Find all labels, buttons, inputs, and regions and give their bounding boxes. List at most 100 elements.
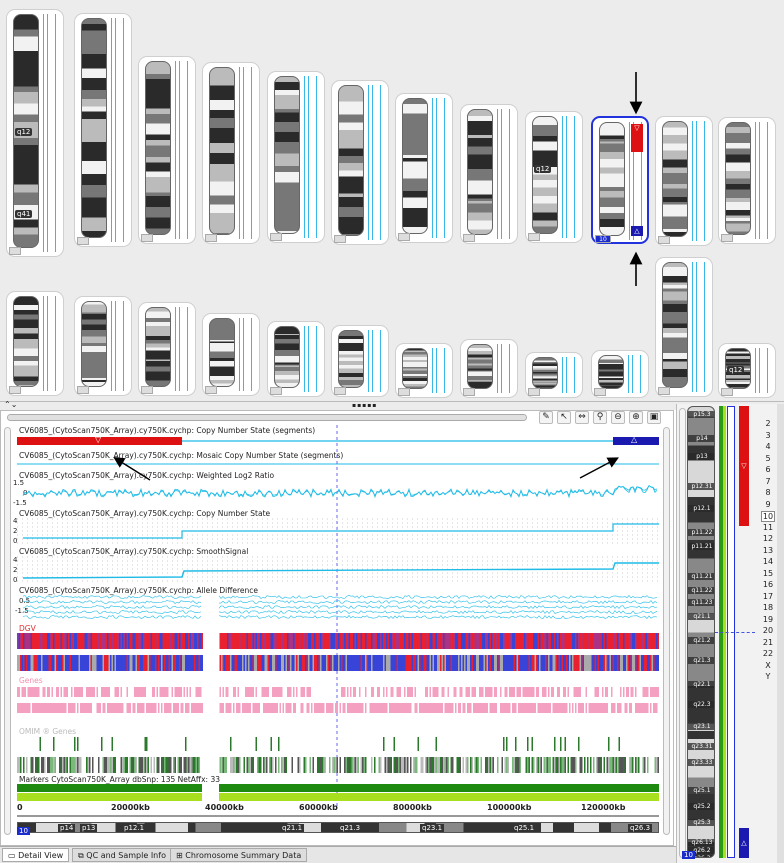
chromosome-card[interactable]: [395, 343, 453, 398]
gene-bar: [108, 703, 110, 713]
gene-bar: [437, 687, 439, 697]
panel-splitter[interactable]: ⌃⌄ ▪▪▪▪▪: [0, 400, 784, 410]
chromosome-card[interactable]: [267, 71, 325, 243]
tab-detail-view[interactable]: ▭ Detail View: [2, 848, 70, 862]
dgv-bar: [531, 633, 533, 649]
chromosome-card[interactable]: [591, 350, 649, 398]
highlight-icon[interactable]: ✎: [539, 411, 553, 424]
vertical-ideogram[interactable]: p15.3 p14 p13 p12.31 p12.1 p11.22 p11.21 q11.21…: [687, 406, 715, 858]
chromosome-card[interactable]: [74, 296, 132, 396]
chromosome-list-item[interactable]: 7: [765, 476, 771, 486]
chromosome-card[interactable]: [655, 116, 713, 246]
chromosome-card[interactable]: [138, 302, 196, 396]
chromosome-list-item[interactable]: Y: [765, 672, 771, 681]
chromosome-list-item[interactable]: 2: [765, 419, 771, 428]
chromosome-list-item[interactable]: 14: [762, 557, 774, 566]
chromosome-list-item[interactable]: 18: [762, 603, 774, 612]
allele-band: [22, 615, 658, 619]
dgv-bar: [426, 633, 428, 649]
dgv-bar: [540, 655, 542, 671]
omim-bar: [47, 757, 49, 773]
pointer-icon[interactable]: ↖: [557, 411, 571, 424]
omim-bar: [230, 737, 232, 751]
dgv-bar: [222, 655, 224, 671]
chromosome-list-item[interactable]: 10: [761, 511, 775, 522]
dgv-bar: [608, 655, 610, 671]
chromosome-list-item[interactable]: 5: [765, 453, 771, 463]
dgv-bar: [486, 633, 488, 649]
dgv-bar: [378, 633, 380, 649]
chromosome-card[interactable]: q12 q41: [6, 9, 64, 257]
gene-bar: [635, 687, 637, 697]
chromosome-list-item[interactable]: 16: [762, 580, 774, 589]
chromosome-list-item[interactable]: 22: [762, 649, 774, 658]
chromosome-card[interactable]: [655, 257, 713, 397]
chromosome-card[interactable]: [525, 352, 583, 398]
chromosome-list-item[interactable]: 21: [762, 637, 774, 647]
gene-bar: [386, 703, 388, 713]
chromosome-list-item[interactable]: 17: [762, 591, 774, 601]
chromosome-list-item[interactable]: 13: [762, 545, 774, 555]
dgv-bar: [437, 655, 439, 671]
chromosome-card[interactable]: q12: [718, 343, 776, 398]
chromosome-card[interactable]: [138, 56, 196, 244]
chromosome-card[interactable]: [331, 80, 389, 245]
omim-bar: [222, 757, 224, 773]
chrlist-scroll[interactable]: [777, 404, 784, 863]
link-icon[interactable]: ⚲: [593, 411, 607, 424]
dgv-bar: [308, 633, 310, 649]
omim-bar: [285, 757, 287, 773]
dgv-bar: [297, 655, 299, 671]
gene-bar: [515, 703, 517, 713]
step-icon[interactable]: ⇔: [575, 411, 589, 424]
chromosome-card[interactable]: [331, 325, 389, 397]
chromosome-card[interactable]: [202, 313, 260, 396]
chromosome-list-item[interactable]: 19: [762, 614, 774, 624]
dgv-bar: [98, 633, 100, 649]
chromosome-card[interactable]: [267, 321, 325, 397]
chromosome-list-item[interactable]: 20: [762, 626, 774, 635]
left-scroll-rail[interactable]: [4, 427, 11, 835]
chromosome-card[interactable]: [6, 291, 64, 396]
gain-segment[interactable]: [613, 437, 659, 445]
dgv-bar: [272, 633, 274, 649]
splitter-grip-icon[interactable]: ▪▪▪▪▪: [352, 402, 378, 409]
scroll-thumb[interactable]: [8, 415, 526, 420]
fit-icon[interactable]: ▣: [647, 411, 661, 424]
dgv-bar: [158, 633, 160, 649]
chromosome-list-item[interactable]: 9: [765, 499, 771, 509]
chromosome-list-item[interactable]: 3: [765, 430, 771, 440]
horizontal-scroll-track[interactable]: [7, 414, 527, 421]
bottom-ideogram[interactable]: p14 p13 p12.1 q21.1 q21.3 q23.1 q25.1 q26.3: [17, 822, 659, 833]
zoom-in-icon[interactable]: ⊕: [629, 411, 643, 424]
chromosome-card[interactable]: [460, 339, 518, 398]
dgv-bar: [89, 633, 91, 649]
chromosome-card[interactable]: q12: [525, 111, 583, 243]
chromosome-list-item[interactable]: 4: [765, 442, 771, 451]
chromosome-list-item[interactable]: 6: [765, 465, 771, 474]
ruler-tick-label: 80000kb: [393, 803, 432, 812]
gene-bar: [251, 687, 253, 697]
tab-qc[interactable]: ⧉ QC and Sample Info: [72, 848, 172, 862]
chromosome-card[interactable]: 10 ▽ △: [591, 116, 649, 244]
dgv-bar: [200, 633, 202, 649]
zoom-out-icon[interactable]: ⊖: [611, 411, 625, 424]
tab-summary[interactable]: ⊞ Chromosome Summary Data: [170, 848, 308, 862]
right-scroll-rail[interactable]: [663, 427, 670, 835]
chromosome-card[interactable]: [202, 62, 260, 244]
chromosome-list-item[interactable]: X: [765, 660, 771, 670]
chromosome-card[interactable]: [395, 93, 453, 243]
chromosome-card[interactable]: [74, 13, 132, 247]
omim-bar: [428, 757, 430, 773]
chromosome-list-item[interactable]: 12: [762, 534, 774, 543]
omim-bar: [603, 757, 605, 773]
loss-segment[interactable]: [17, 437, 182, 445]
omim-bar: [575, 757, 577, 773]
collapse-icon[interactable]: ⌃⌄: [4, 400, 18, 409]
tracks-canvas[interactable]: [1, 411, 675, 847]
chromosome-list-item[interactable]: 8: [765, 488, 771, 497]
chromosome-list-item[interactable]: 11: [762, 522, 774, 532]
chromosome-card[interactable]: [460, 104, 518, 244]
chromosome-list-item[interactable]: 15: [762, 568, 774, 578]
chromosome-card[interactable]: [718, 117, 776, 244]
